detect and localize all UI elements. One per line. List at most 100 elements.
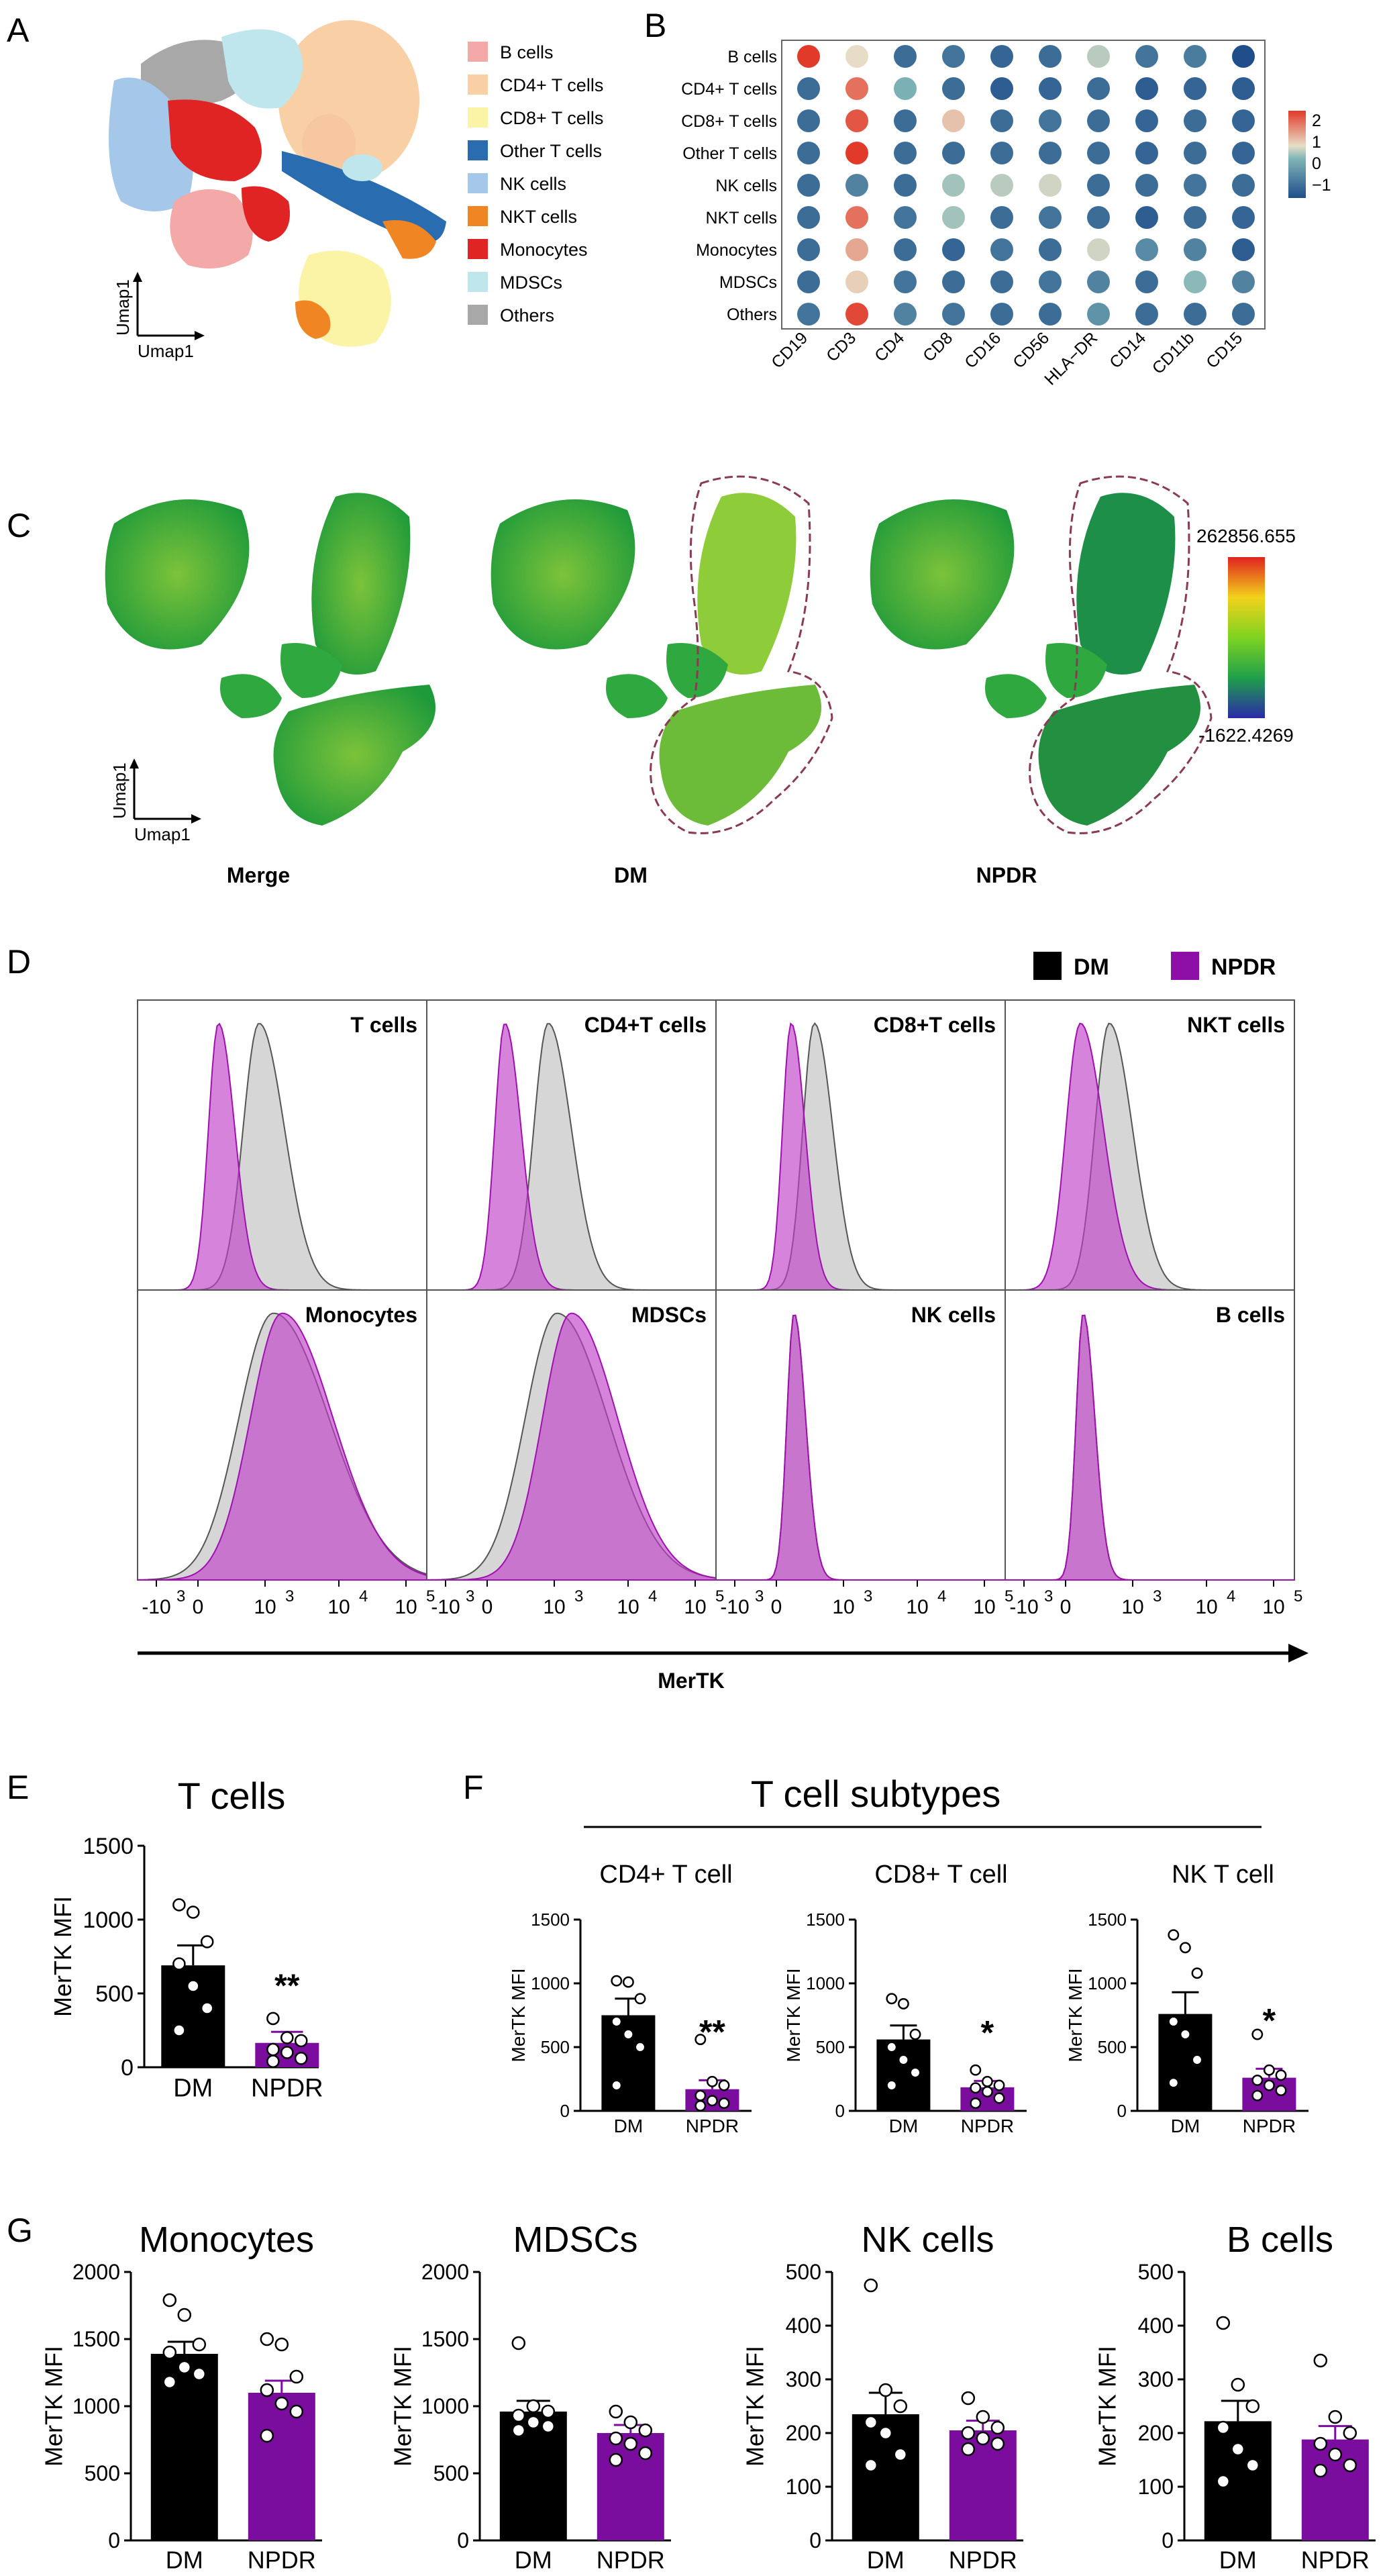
dot: [845, 109, 868, 132]
data-point: [622, 2028, 634, 2040]
histogram-cell: NK cells-10 3 0 10 3 10 4 10 5: [715, 1289, 1013, 1618]
panel-b-dotplot: B cells CD4+ T cells CD8+ T cells Other T c…: [681, 40, 1331, 389]
tick-exponent: 3: [1153, 1587, 1162, 1605]
category-label: NPDR: [1243, 2116, 1296, 2136]
y-tick-label: 1500: [806, 1910, 845, 1930]
row-label: NKT cells: [705, 209, 777, 228]
data-point: [266, 2012, 280, 2026]
dot: [797, 142, 820, 164]
dot: [894, 270, 917, 293]
data-point: [886, 2041, 898, 2053]
dot: [797, 45, 820, 68]
dot: [942, 142, 965, 164]
panel-c-label-merge: Merge: [227, 863, 290, 887]
dm-bar: [499, 2412, 567, 2540]
tick-label: 10: [254, 1596, 276, 1618]
data-point: [289, 2404, 304, 2419]
data-point: [718, 2079, 730, 2091]
data-point: [511, 2336, 526, 2350]
data-point: [706, 2075, 718, 2087]
category-label: DM: [1219, 2546, 1257, 2573]
data-point: [1263, 2064, 1275, 2076]
dot: [1135, 77, 1158, 100]
data-point: [187, 1979, 200, 1993]
dot: [894, 109, 917, 132]
legend-swatch: [468, 206, 488, 226]
row-label: CD8+ T cells: [681, 112, 777, 131]
data-point: [695, 2034, 707, 2046]
data-point: [886, 2079, 898, 2091]
row-label: Other T cells: [682, 144, 777, 163]
dot: [942, 238, 965, 261]
y-tick-label: 0: [121, 2055, 134, 2081]
dot: [797, 77, 820, 100]
dot: [845, 238, 868, 261]
y-tick-label: 1000: [806, 1973, 845, 1993]
dot: [797, 206, 820, 229]
dot: [942, 270, 965, 293]
y-tick-label: 1500: [72, 2327, 120, 2351]
data-point: [993, 2092, 1005, 2104]
tick-label: 10: [973, 1596, 995, 1618]
dm-bar: [1204, 2421, 1272, 2540]
bar-chart: NK cells 0 100 200 300 400 500 MerTK MFI DM NPDR: [741, 2220, 1023, 2573]
dot: [1087, 77, 1110, 100]
column-label: CD3: [823, 328, 860, 365]
dm-bar: [150, 2354, 218, 2540]
data-point: [192, 2337, 207, 2352]
histogram-frame: [715, 1289, 1006, 1581]
data-point: [1343, 2426, 1357, 2440]
data-point: [274, 2337, 289, 2352]
dot: [1232, 238, 1255, 261]
histogram-title: CD4+T cells: [584, 1013, 707, 1037]
y-axis-label: MerTK MFI: [49, 1896, 76, 2017]
legend-swatch: [468, 173, 488, 193]
y-axis-label: MerTK MFI: [1065, 1969, 1086, 2063]
dot: [1135, 174, 1158, 197]
npdr-histogram: [716, 1314, 1005, 1581]
dot: [990, 206, 1013, 229]
dotplot-colorbar: [1288, 111, 1306, 198]
y-axis-label: MerTK MFI: [741, 2346, 769, 2467]
panel-c-scale-max: 262856.655: [1196, 526, 1296, 546]
row-label: B cells: [727, 48, 777, 66]
tick-exponent: 3: [285, 1587, 294, 1605]
data-point: [961, 2442, 976, 2457]
data-point: [718, 2097, 730, 2110]
row-label: Others: [727, 305, 777, 324]
data-point: [172, 2024, 186, 2037]
dot: [845, 142, 868, 164]
dot: [1087, 206, 1110, 229]
histogram-cell: NKT cells: [1005, 999, 1295, 1291]
dot: [845, 303, 868, 326]
dot: [894, 45, 917, 68]
category-label: DM: [867, 2546, 905, 2573]
histogram-title: Monocytes: [305, 1303, 417, 1327]
histogram-title: MDSCs: [631, 1303, 707, 1327]
npdr-histogram: [138, 1312, 427, 1581]
data-point: [1216, 2474, 1231, 2489]
data-point: [294, 2052, 308, 2065]
dot: [1232, 142, 1255, 164]
dm-bar: [1158, 2014, 1213, 2111]
dot: [1039, 206, 1062, 229]
data-point: [177, 2360, 192, 2375]
y-tick-label: 500: [541, 2037, 570, 2057]
chart-title: NK cells: [861, 2220, 994, 2260]
tick-label: 0: [193, 1596, 204, 1618]
dot: [1135, 206, 1158, 229]
data-point: [511, 2408, 526, 2423]
row-label: MDSCs: [719, 273, 777, 292]
dot: [1135, 109, 1158, 132]
panel-d-histograms: DM NPDR MerTK T cells CD4+T cells CD8+T ce…: [137, 952, 1308, 1693]
npdr-bar: [949, 2430, 1017, 2540]
data-point: [909, 2028, 921, 2040]
row-label: NK cells: [715, 177, 777, 195]
data-point: [1179, 2028, 1191, 2040]
data-point: [990, 2436, 1005, 2451]
dot: [1135, 45, 1158, 68]
data-point: [1343, 2458, 1357, 2473]
histogram-title: T cells: [350, 1013, 417, 1037]
data-point: [1275, 2085, 1287, 2097]
